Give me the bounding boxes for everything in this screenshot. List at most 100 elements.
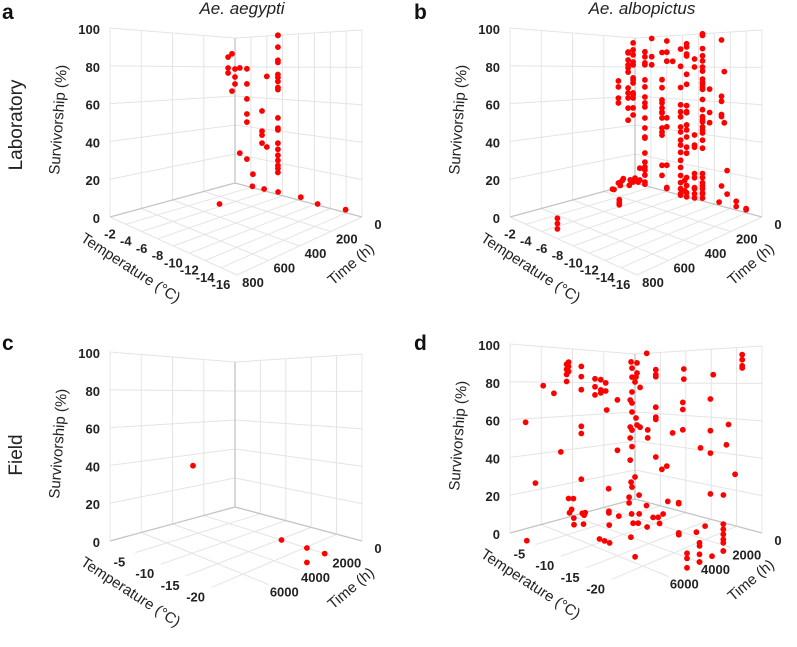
data-point xyxy=(244,81,250,87)
temperature-tick-label: -15 xyxy=(561,570,580,585)
data-point xyxy=(677,164,684,171)
data-point xyxy=(683,134,690,140)
data-point xyxy=(733,203,740,210)
data-point xyxy=(718,113,725,120)
grid-line xyxy=(509,216,638,276)
data-point xyxy=(643,350,650,357)
data-point xyxy=(724,191,730,198)
data-point xyxy=(642,104,648,110)
data-point xyxy=(232,74,238,80)
data-point xyxy=(679,406,686,413)
data-point xyxy=(244,156,250,163)
data-point xyxy=(582,509,589,516)
time-tick-label: 2000 xyxy=(732,548,761,563)
data-point xyxy=(739,365,746,371)
survivorship-tick-label: 60 xyxy=(486,414,500,429)
data-point xyxy=(244,65,250,72)
data-point xyxy=(259,132,265,139)
survivorship-tick-label: 40 xyxy=(486,135,500,150)
data-point xyxy=(681,187,688,194)
data-point xyxy=(663,123,670,130)
data-point xyxy=(683,126,690,133)
data-point xyxy=(677,172,684,179)
time-tick-label: 600 xyxy=(673,261,695,276)
data-point xyxy=(627,424,634,430)
data-point xyxy=(627,435,634,441)
data-point xyxy=(659,84,665,91)
data-point xyxy=(602,388,609,394)
data-point xyxy=(709,553,715,560)
data-point xyxy=(644,427,651,433)
data-point xyxy=(642,167,648,174)
data-point xyxy=(659,466,665,473)
survivorship-tick-label: 20 xyxy=(86,173,100,188)
data-point xyxy=(592,375,598,382)
data-point xyxy=(630,95,636,101)
data-point xyxy=(611,186,617,193)
grid-line xyxy=(141,532,269,585)
data-point xyxy=(718,93,725,100)
data-point xyxy=(652,366,659,373)
temperature-tick-label: -6 xyxy=(136,241,148,256)
data-point xyxy=(718,37,725,43)
data-point xyxy=(630,105,636,111)
data-point xyxy=(601,538,608,544)
temperature-tick-label: -20 xyxy=(186,589,205,604)
data-point xyxy=(699,52,706,59)
panel-letter: c xyxy=(2,332,14,355)
data-point xyxy=(636,511,643,517)
data-point xyxy=(720,531,727,538)
data-point xyxy=(614,397,621,403)
time-tick-label: 600 xyxy=(273,261,295,276)
data-point xyxy=(707,396,714,402)
data-point xyxy=(627,397,634,403)
data-point xyxy=(565,363,572,370)
temperature-tick-label: -2 xyxy=(104,226,116,241)
data-point xyxy=(263,73,270,80)
data-point xyxy=(663,463,670,469)
data-point xyxy=(628,511,635,517)
time-tick-label: 200 xyxy=(336,232,358,247)
data-point xyxy=(652,454,659,460)
data-point xyxy=(342,206,349,213)
data-point xyxy=(669,430,676,436)
data-point xyxy=(557,449,564,455)
data-point xyxy=(675,500,682,507)
data-point xyxy=(677,192,684,199)
data-point xyxy=(679,426,686,433)
data-point xyxy=(630,62,636,68)
data-point xyxy=(625,50,631,56)
data-point xyxy=(683,71,690,78)
survivorship-axis-title: Survivorship (%) xyxy=(46,388,71,499)
data-point xyxy=(578,476,585,483)
data-point xyxy=(699,106,706,113)
survivorship-tick-label: 0 xyxy=(93,211,100,226)
data-point xyxy=(642,61,648,68)
data-point xyxy=(677,108,684,115)
data-point xyxy=(699,130,706,136)
survivorship-tick-label: 100 xyxy=(478,22,500,37)
data-point xyxy=(614,447,621,454)
data-point xyxy=(659,105,665,111)
data-point xyxy=(275,152,281,159)
data-point xyxy=(659,132,665,139)
temperature-tick-label: -4 xyxy=(520,234,532,249)
data-point xyxy=(297,194,304,201)
data-point xyxy=(275,140,281,147)
data-point xyxy=(655,514,662,521)
data-point xyxy=(628,359,634,365)
data-point xyxy=(710,371,717,378)
data-point xyxy=(648,61,655,68)
data-point xyxy=(680,376,687,382)
data-point xyxy=(571,521,577,528)
axis-edge xyxy=(109,506,236,542)
grid-line xyxy=(634,411,763,422)
data-point xyxy=(636,492,642,498)
data-point xyxy=(732,471,738,478)
data-point xyxy=(263,144,270,150)
data-point xyxy=(630,80,636,86)
time-tick-label: 800 xyxy=(242,275,264,290)
data-point xyxy=(677,84,684,91)
data-point xyxy=(626,494,632,501)
data-point xyxy=(691,64,698,70)
